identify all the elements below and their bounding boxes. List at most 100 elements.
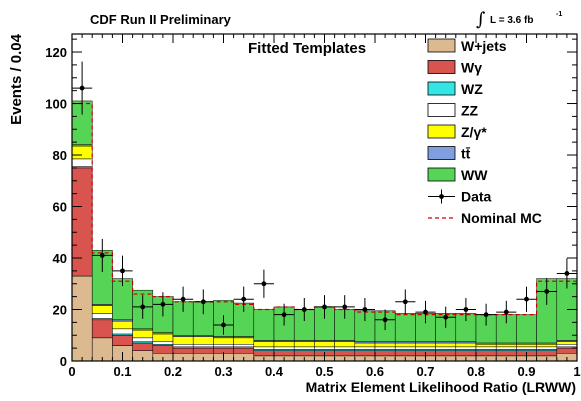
legend-entry-5: tt̄ [427,145,471,162]
bar-6-9 [253,309,275,341]
y-axis-label: Events / 0.04 [8,33,25,125]
bar-3-11 [293,346,315,350]
legend-label-8: Nominal MC [461,210,542,226]
bar-3-14 [354,346,376,350]
bar-3-24 [556,344,578,348]
y-tick-label-0: 0 [60,354,67,369]
bar-3-3 [132,337,154,342]
data-point-21 [496,300,517,324]
data-point-0 [72,61,93,115]
data-point-17 [415,300,436,324]
bar-4-9 [253,341,275,348]
luminosity-label: ∫ L = 3.6 fb -1 [476,9,562,30]
bar-3-9 [253,346,275,350]
x-axis-label: Matrix Element Likelihood Ratio (LRWW) [306,379,576,395]
data-marker-4 [160,301,166,307]
legend-swatch-4 [427,124,456,139]
legend-swatch-1 [427,60,456,74]
data-marker-8 [241,296,247,302]
experiment-label: CDF Run II Preliminary [90,12,232,27]
data-points [72,61,577,335]
x-tick-label-3: 0.3 [214,364,232,379]
data-marker-15 [382,317,388,323]
legend-entry-2: WZ [427,81,483,97]
x-tick-label-0: 0 [68,364,75,379]
bar-1-15 [374,350,396,357]
data-point-1 [92,238,113,272]
data-marker-23 [544,289,550,294]
integral-icon: ∫ [476,9,486,30]
legend-label-3: ZZ [461,103,479,119]
data-marker-9 [261,281,267,287]
legend-label-1: Wγ [461,60,482,76]
y-tick-label-4: 80 [53,148,67,163]
data-marker-6 [200,299,206,305]
bar-4-24 [556,341,578,345]
bar-1-8 [233,347,255,354]
bar-1-23 [536,350,558,357]
data-point-6 [193,289,214,315]
bar-4-17 [415,342,436,348]
bar-4-6 [192,336,214,345]
bar-1-10 [273,350,295,357]
bar-3-10 [273,346,295,350]
bar-3-6 [192,344,214,348]
y-axis: 0 20 40 60 80 100 120 [45,38,577,369]
legend-swatch-0 [427,38,456,53]
data-marker-0 [79,85,85,91]
data-point-12 [314,295,335,319]
bar-3-0 [71,158,93,167]
data-marker-13 [342,304,348,310]
y-tick-label-1: 20 [53,303,67,318]
data-marker-16 [402,299,408,305]
legend-swatch-6 [427,167,456,182]
bar-3-8 [233,344,255,348]
data-point-22 [516,286,537,312]
bar-4-13 [334,341,356,348]
legend-entry-4: Z/γ* [427,124,487,140]
bar-1-1 [91,319,113,339]
data-marker-11 [301,307,307,312]
data-point-20 [476,303,497,326]
data-point-10 [274,303,295,326]
data-marker-24 [564,271,570,276]
nominal-mc-path [72,102,577,316]
y-tick-label-3: 60 [53,200,67,215]
bar-4-11 [293,341,315,348]
chart-title: Fitted Templates [248,40,366,57]
x-tick-label-7: 0.7 [416,364,434,379]
data-marker-2 [120,268,125,274]
legend: W+jets Wγ WZ ZZ Z/γ* tt̄ WW Data Nominal MC [427,38,542,226]
bar-1-3 [132,342,154,351]
data-marker-20 [483,312,489,318]
bar-3-16 [394,346,416,350]
bar-3-12 [314,346,335,350]
y-tick-label-2: 40 [53,251,67,266]
data-point-5 [173,286,194,312]
x-tick-label-6: 0.6 [366,364,384,379]
legend-label-0: W+jets [461,38,507,54]
bar-3-5 [172,344,194,348]
bar-3-1 [91,313,113,319]
bar-4-3 [132,329,154,339]
data-marker-5 [180,296,186,302]
legend-label-4: Z/γ* [461,124,487,140]
legend-data-marker [439,194,444,199]
bar-3-22 [516,346,537,350]
data-point-16 [395,289,416,315]
bar-4-7 [213,337,234,345]
x-tick-label-10: 1 [573,364,580,379]
bar-4-19 [455,342,477,348]
data-point-14 [354,297,375,322]
bar-1-5 [172,347,194,354]
x-axis: 0 0.1 0.2 0.3 0.4 0.5 0.6 0.7 0.8 0.9 1 [68,34,581,379]
data-marker-21 [503,309,509,315]
bar-4-23 [536,344,558,348]
bar-1-6 [192,347,214,354]
x-tick-label-2: 0.2 [164,364,182,379]
data-marker-10 [281,312,287,318]
data-point-15 [375,309,396,331]
legend-entry-8: Nominal MC [428,210,542,226]
legend-label-5: tt̄ [461,145,471,161]
legend-entry-1: Wγ [427,60,482,76]
